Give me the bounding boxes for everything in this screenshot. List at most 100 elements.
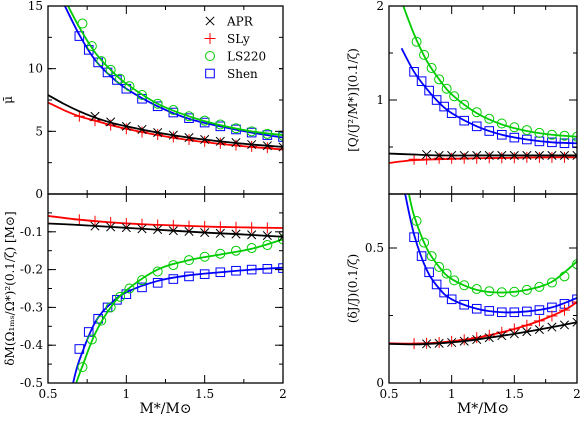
panel-frame [47, 193, 284, 384]
data-point-ls220 [215, 119, 226, 130]
series-apr [48, 94, 283, 152]
data-point-apr [215, 136, 225, 146]
y-tick-label: -0.4 [20, 338, 44, 352]
data-point-ls220 [168, 260, 179, 271]
data-point-shen [534, 305, 545, 315]
data-point-sly [533, 315, 545, 327]
data-point-apr [472, 334, 482, 345]
y-tick-label: 1 [376, 93, 384, 107]
data-point-ls220 [124, 283, 135, 294]
panel-frame [388, 5, 578, 195]
data-point-apr [509, 329, 519, 339]
data-point-ls220 [115, 73, 126, 84]
x-tick-label: 2 [279, 387, 287, 401]
data-point-shen [484, 126, 495, 136]
x-axis-label: M*/M⊙ [457, 401, 509, 417]
data-point-sly [246, 140, 258, 152]
data-point-shen [509, 132, 520, 143]
fit-line-ls220 [75, 238, 283, 383]
data-point-shen [431, 279, 442, 290]
data-point-ls220 [509, 122, 520, 133]
data-point-apr [247, 230, 257, 240]
fit-line-ls220 [67, 6, 283, 136]
data-point-ls220 [572, 259, 577, 270]
data-point-ls220 [471, 107, 482, 118]
data-point-sly [214, 221, 226, 233]
data-point-sly [136, 126, 148, 138]
data-point-apr [484, 150, 494, 161]
data-point-apr [472, 150, 482, 161]
data-point-apr [497, 331, 507, 341]
data-point-shen [484, 306, 495, 316]
y-axis-label: δM(Ω₁ₘₛ/Ω*)²(0.1/ζ) [M⊙] [3, 211, 17, 365]
data-point-ls220 [231, 123, 241, 134]
data-point-apr [422, 149, 432, 160]
data-point-ls220 [105, 64, 116, 75]
data-point-apr [262, 141, 272, 151]
legend-label-shen: Shen [227, 67, 258, 81]
data-point-shen [409, 232, 419, 242]
data-point-ls220 [419, 237, 430, 248]
data-point-shen [522, 306, 532, 317]
legend-marker-apr [205, 16, 215, 26]
data-point-shen [497, 129, 507, 140]
panel-upper-right: 1 2 [Q/(J²/M*)](0.1/ζ) [346, 0, 578, 195]
series-sly [389, 296, 577, 350]
data-point-ls220 [96, 56, 107, 67]
data-point-sly [152, 128, 164, 140]
series-ls220 [75, 234, 283, 383]
fit-line-shen [63, 6, 283, 139]
data-point-apr [422, 339, 432, 349]
y-axis-label: [Q/(J²/M*)](0.1/ζ) [346, 48, 360, 152]
data-point-ls220 [168, 105, 179, 116]
data-point-ls220 [184, 111, 194, 122]
data-point-sly [246, 222, 258, 234]
data-point-apr [434, 150, 444, 161]
data-point-ls220 [534, 281, 545, 292]
data-point-apr [509, 150, 519, 161]
data-point-sly [261, 222, 273, 234]
series-ls220 [407, 194, 577, 298]
data-point-shen [168, 274, 179, 284]
data-point-ls220 [546, 129, 557, 140]
data-point-apr [484, 333, 494, 343]
data-point-ls220 [152, 266, 163, 277]
data-point-sly [120, 123, 132, 135]
series-shen [72, 263, 283, 383]
data-point-shen [471, 303, 482, 314]
data-point-apr [106, 222, 116, 232]
x-axis-label: M*/M⊙ [139, 401, 191, 417]
data-point-apr [200, 228, 210, 238]
data-point-shen [416, 251, 427, 261]
data-point-sly [167, 131, 179, 143]
data-point-ls220 [411, 216, 422, 226]
data-point-shen [559, 138, 570, 149]
data-point-sly [199, 221, 211, 233]
y-tick-label: -0.2 [20, 263, 43, 277]
data-point-shen [459, 115, 469, 126]
data-point-shen [231, 265, 241, 276]
data-point-ls220 [137, 275, 147, 286]
data-point-apr [200, 134, 210, 145]
data-point-sly [183, 220, 195, 232]
data-point-shen [246, 264, 257, 275]
data-point-shen [446, 108, 457, 118]
data-point-sly [230, 139, 242, 151]
data-point-sly [446, 152, 458, 164]
data-point-ls220 [546, 277, 557, 288]
data-point-ls220 [199, 251, 210, 262]
data-point-sly [546, 310, 558, 322]
data-point-apr [534, 324, 544, 335]
data-point-ls220 [509, 286, 520, 297]
data-point-apr [184, 133, 194, 143]
data-point-ls220 [419, 49, 430, 60]
series-apr [48, 221, 283, 242]
data-point-shen [471, 121, 482, 132]
data-point-sly [73, 110, 85, 122]
plot-area [389, 194, 577, 350]
data-point-apr [572, 317, 577, 327]
data-point-ls220 [426, 63, 437, 74]
plot-area [389, 6, 577, 165]
data-point-apr [247, 139, 257, 150]
data-point-apr [137, 224, 147, 234]
